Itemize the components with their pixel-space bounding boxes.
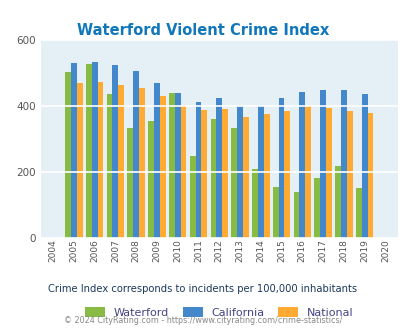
Bar [71, 63, 77, 238]
Bar [320, 90, 325, 238]
Bar [180, 105, 186, 238]
Bar [257, 106, 263, 238]
Bar [148, 121, 153, 238]
Bar [160, 96, 165, 238]
Bar [175, 93, 180, 238]
Bar [210, 119, 216, 238]
Bar [278, 98, 284, 238]
Bar [222, 109, 227, 238]
Bar [340, 90, 346, 238]
Bar [216, 98, 222, 238]
Bar [355, 188, 361, 238]
Bar [195, 102, 201, 238]
Bar [139, 88, 145, 238]
Bar [201, 110, 207, 238]
Bar [252, 169, 257, 238]
Bar [65, 72, 71, 238]
Bar [284, 111, 290, 238]
Bar [237, 106, 242, 238]
Bar [92, 62, 97, 238]
Text: Crime Index corresponds to incidents per 100,000 inhabitants: Crime Index corresponds to incidents per… [48, 284, 357, 294]
Bar [127, 128, 133, 238]
Bar [361, 94, 367, 238]
Bar [112, 65, 118, 238]
Bar [272, 187, 278, 238]
Bar [231, 128, 237, 238]
Bar [168, 93, 175, 238]
Bar [325, 108, 331, 238]
Bar [263, 114, 269, 238]
Bar [107, 94, 112, 238]
Bar [118, 85, 124, 238]
Bar [305, 106, 310, 238]
Bar [189, 156, 195, 238]
Bar [77, 83, 82, 238]
Bar [133, 71, 139, 238]
Bar [86, 64, 92, 238]
Bar [298, 92, 305, 238]
Bar [334, 166, 340, 238]
Text: © 2024 CityRating.com - https://www.cityrating.com/crime-statistics/: © 2024 CityRating.com - https://www.city… [64, 316, 341, 325]
Bar [346, 111, 352, 238]
Text: Waterford Violent Crime Index: Waterford Violent Crime Index [77, 23, 328, 38]
Bar [293, 192, 298, 238]
Bar [367, 113, 373, 238]
Bar [313, 178, 320, 238]
Bar [242, 117, 248, 238]
Legend: Waterford, California, National: Waterford, California, National [81, 303, 357, 322]
Bar [153, 83, 160, 238]
Bar [97, 82, 103, 238]
